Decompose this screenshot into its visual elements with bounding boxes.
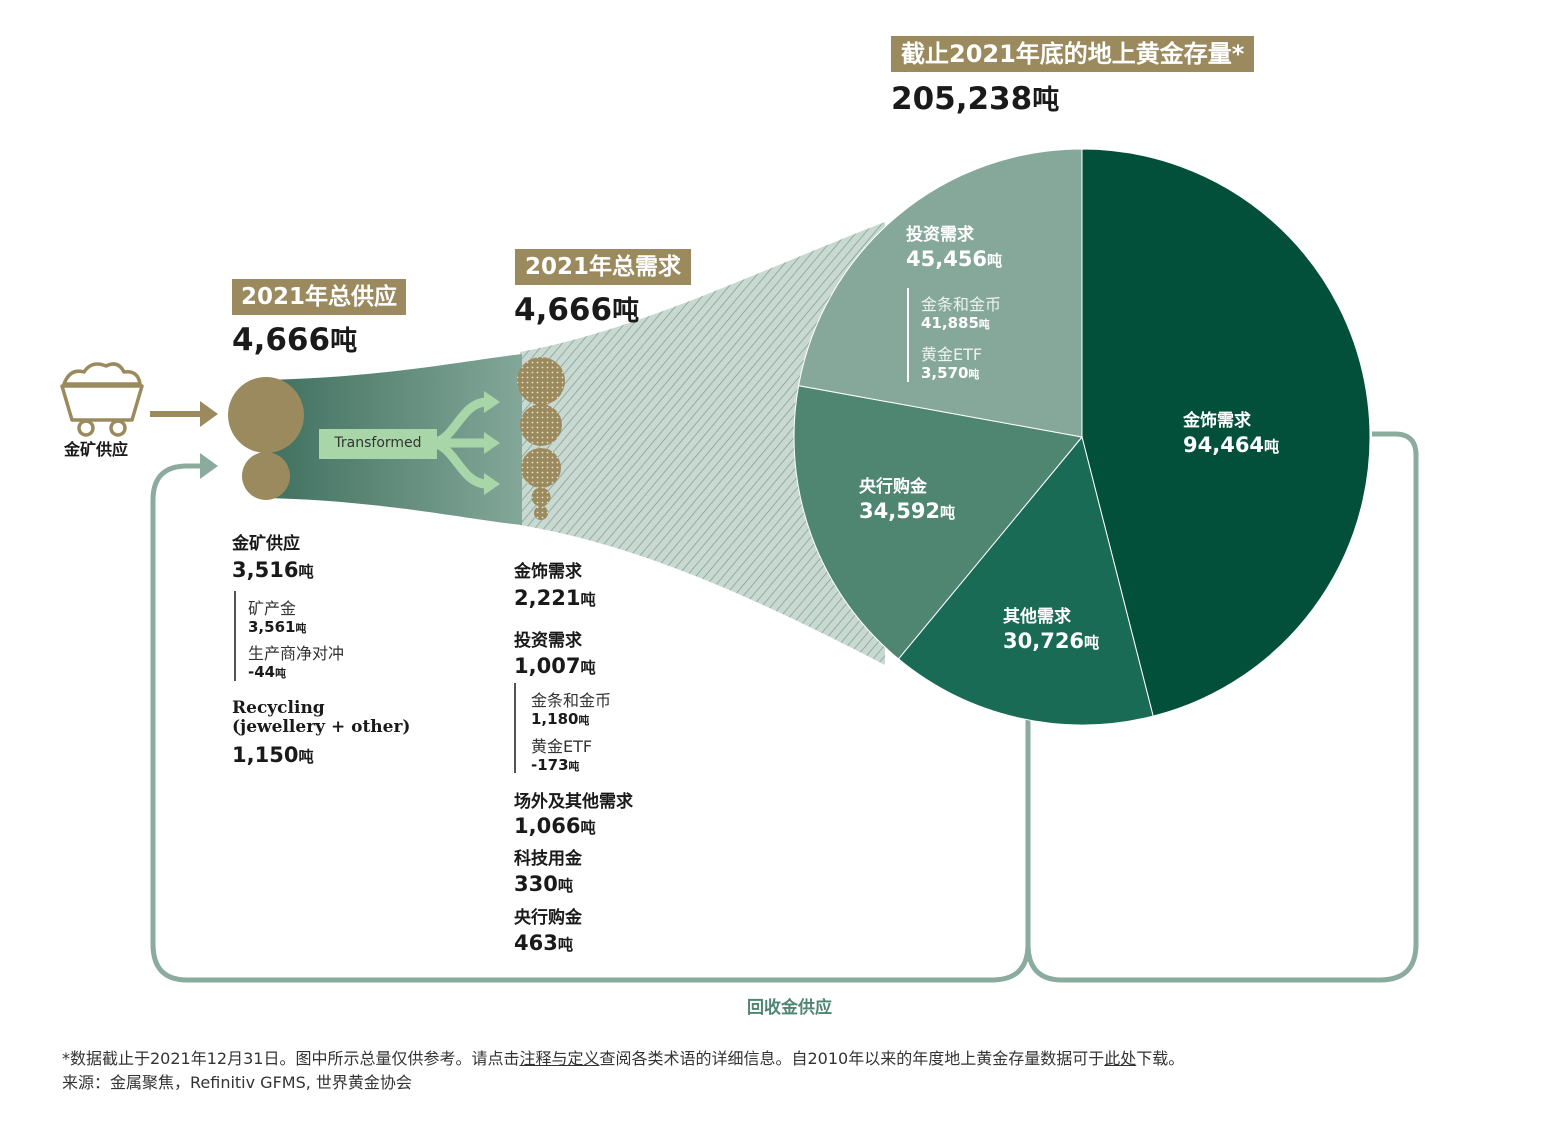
mine-supply-value: 3,516吨 — [232, 558, 314, 582]
stock-pie-chart — [793, 148, 1371, 726]
demand-circle-jewellery — [517, 357, 565, 405]
investment-demand-value: 1,007吨 — [514, 654, 596, 678]
demand-circle-otc — [521, 448, 561, 488]
mine-cart-icon — [60, 362, 144, 437]
pie-sub-etf: 黄金ETF 3,570吨 — [921, 345, 983, 383]
mine-arrowhead — [200, 401, 218, 427]
investment-demand-label: 投资需求 — [514, 631, 582, 651]
producer-hedging-label: 生产商净对冲 — [248, 644, 345, 663]
recycling-loop-line-left — [150, 463, 1031, 983]
mine-supply-label: 金矿供应 — [232, 534, 300, 554]
pie-label-other: 其他需求 30,726吨 — [1003, 607, 1100, 653]
mine-production-label: 矿产金 — [248, 599, 297, 618]
supply-title: 2021年总供应 — [232, 279, 407, 315]
jewellery-demand-value: 2,221吨 — [514, 586, 596, 610]
jewellery-demand-label: 金饰需求 — [514, 562, 582, 582]
recycling-supply-circle — [242, 452, 290, 500]
pie-slice-investment — [798, 148, 1083, 438]
footnote: *数据截止于2021年12月31日。图中所示总量仅供参考。请点击注释与定义查阅各… — [62, 1049, 1185, 1068]
demand-circle-tech — [531, 487, 551, 507]
cb-demand-label: 央行购金 — [514, 908, 582, 928]
mine-sub-divider — [234, 591, 236, 681]
recycle-supply-label: 回收金供应 — [747, 998, 832, 1018]
pie-label-jewellery: 金饰需求 94,464吨 — [1183, 411, 1280, 457]
pie-investment-sub-divider — [907, 288, 909, 382]
transformed-arrowheads — [484, 391, 500, 495]
etf-label: 黄金ETF — [531, 737, 593, 756]
pie-slice-cb — [793, 385, 1083, 660]
producer-hedging-value: -44吨 — [248, 663, 286, 681]
pie-sub-bars: 金条和金币 41,885吨 — [921, 295, 1002, 333]
pie-slice-jewellery — [1081, 148, 1371, 717]
hatched-funnel — [520, 222, 885, 665]
bars-coins-value: 1,180吨 — [531, 710, 590, 728]
etf-value: -173吨 — [531, 756, 580, 774]
tech-demand-label: 科技用金 — [514, 849, 582, 869]
transformed-label: Transformed — [334, 435, 422, 451]
pie-slice-other — [897, 435, 1154, 726]
otc-demand-label: 场外及其他需求 — [514, 792, 633, 812]
source-note: 来源：金属聚焦，Refinitiv GFMS, 世界黄金协会 — [62, 1073, 412, 1092]
transformed-box — [319, 429, 437, 459]
investment-sub-divider — [514, 683, 516, 773]
mine-arrow-shaft — [150, 411, 202, 417]
pie-label-investment: 投资需求 45,456吨 — [906, 225, 1003, 271]
demand-total: 4,666吨 — [514, 292, 640, 328]
bars-coins-label: 金条和金币 — [531, 691, 612, 710]
stock-title: 截止2021年底的地上黄金存量* — [891, 36, 1255, 72]
demand-circle-investment — [520, 404, 562, 446]
download-here-link[interactable]: 此处 — [1104, 1049, 1137, 1068]
stock-total: 205,238吨 — [891, 81, 1060, 117]
supply-total: 4,666吨 — [232, 322, 358, 358]
recycling-value: 1,150吨 — [232, 743, 314, 767]
cb-demand-value: 463吨 — [514, 931, 573, 955]
mine-supply-circle — [228, 377, 304, 453]
otc-demand-value: 1,066吨 — [514, 814, 596, 838]
pie-label-cb: 央行购金 34,592吨 — [859, 477, 956, 523]
notes-definitions-link[interactable]: 注释与定义 — [519, 1049, 600, 1068]
mine-production-value: 3,561吨 — [248, 618, 307, 636]
mine-icon-label: 金矿供应 — [64, 440, 129, 459]
recycling-loop-line — [1025, 431, 1419, 983]
recycling-arrowhead — [200, 453, 218, 479]
tech-demand-value: 330吨 — [514, 872, 573, 896]
demand-circle-cb — [534, 506, 548, 520]
recycling-label: Recycling (jewellery + other) — [232, 698, 411, 737]
demand-title: 2021年总需求 — [515, 249, 692, 285]
